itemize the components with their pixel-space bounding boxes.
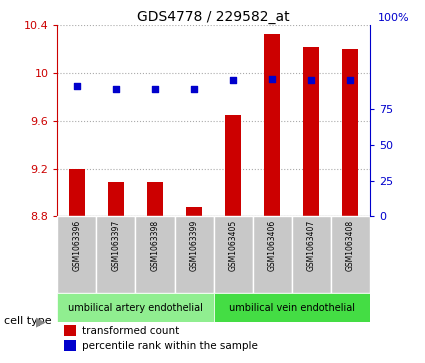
FancyBboxPatch shape	[213, 216, 252, 293]
Text: GSM1063406: GSM1063406	[268, 220, 277, 272]
Bar	[303, 47, 319, 216]
Text: GSM1063397: GSM1063397	[111, 220, 120, 272]
FancyBboxPatch shape	[331, 216, 370, 293]
FancyBboxPatch shape	[57, 216, 96, 293]
Point	[152, 86, 159, 92]
Bar	[64, 340, 76, 351]
Bar	[225, 115, 241, 216]
Text: cell type: cell type	[4, 316, 52, 326]
Text: GSM1063398: GSM1063398	[150, 220, 159, 271]
Bar	[147, 182, 163, 216]
FancyBboxPatch shape	[213, 293, 370, 322]
Point	[347, 77, 354, 83]
Title: GDS4778 / 229582_at: GDS4778 / 229582_at	[137, 11, 290, 24]
Text: umbilical artery endothelial: umbilical artery endothelial	[68, 302, 203, 313]
Bar	[264, 34, 280, 216]
Bar	[64, 325, 76, 336]
Text: GSM1063407: GSM1063407	[307, 220, 316, 272]
Text: umbilical vein endothelial: umbilical vein endothelial	[229, 302, 354, 313]
Text: ▶: ▶	[36, 316, 46, 329]
Text: GSM1063405: GSM1063405	[229, 220, 238, 272]
FancyBboxPatch shape	[252, 216, 292, 293]
Point	[269, 76, 275, 82]
Text: transformed count: transformed count	[82, 326, 180, 336]
Text: GSM1063396: GSM1063396	[72, 220, 82, 272]
Text: GSM1063408: GSM1063408	[346, 220, 355, 271]
Text: percentile rank within the sample: percentile rank within the sample	[82, 340, 258, 351]
FancyBboxPatch shape	[175, 216, 213, 293]
Text: GSM1063399: GSM1063399	[190, 220, 198, 272]
FancyBboxPatch shape	[57, 293, 213, 322]
FancyBboxPatch shape	[136, 216, 175, 293]
Text: 100%: 100%	[378, 13, 410, 23]
Bar	[343, 49, 358, 216]
Point	[191, 86, 198, 92]
Point	[74, 83, 80, 89]
Point	[230, 77, 236, 83]
Bar	[108, 182, 124, 216]
FancyBboxPatch shape	[96, 216, 136, 293]
Point	[308, 77, 314, 83]
Bar	[69, 168, 85, 216]
Point	[113, 86, 119, 92]
FancyBboxPatch shape	[292, 216, 331, 293]
Bar	[186, 207, 202, 216]
